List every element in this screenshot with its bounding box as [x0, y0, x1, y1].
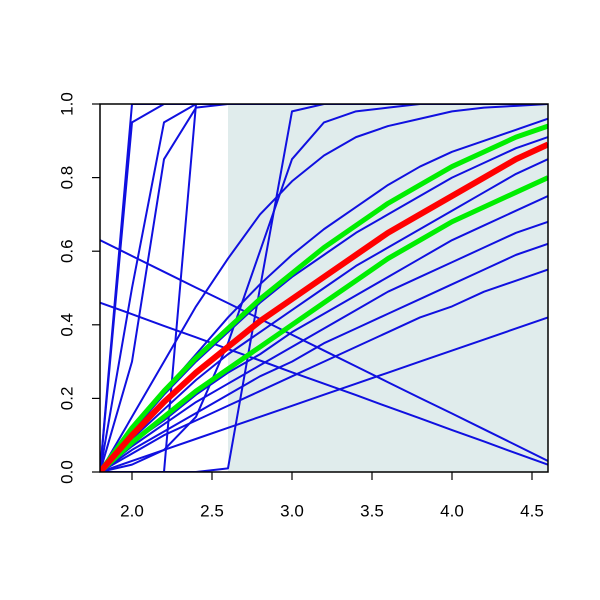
series-line — [100, 268, 548, 472]
series-line — [100, 301, 548, 466]
x-tick-label: 2.5 — [200, 501, 224, 520]
series-line — [100, 136, 548, 472]
plot-area — [100, 104, 548, 472]
series-line — [100, 104, 548, 472]
series-line — [100, 195, 548, 472]
series-line — [100, 316, 548, 472]
series-line — [100, 104, 548, 472]
plot-box — [99, 103, 549, 473]
y-tick-label: 0.8 — [57, 166, 76, 190]
y-tick-label: 0.6 — [57, 239, 76, 263]
x-tick-label: 4.5 — [520, 501, 544, 520]
x-tick-label: 2.0 — [120, 501, 144, 520]
y-tick-label: 0.4 — [57, 313, 76, 337]
y-tick-label: 0.0 — [57, 460, 76, 484]
series-line — [100, 123, 548, 472]
series-line — [100, 239, 548, 462]
series-line — [100, 104, 548, 472]
x-tick-label: 3.0 — [280, 501, 304, 520]
series-line — [100, 141, 548, 472]
x-tick-label: 4.0 — [440, 501, 464, 520]
y-tick-label: 1.0 — [57, 92, 76, 116]
series-line — [100, 220, 548, 472]
x-tick-label: 3.5 — [360, 501, 384, 520]
series-line — [100, 104, 548, 472]
y-tick-label: 0.2 — [57, 387, 76, 411]
series-line — [100, 242, 548, 472]
series-line — [100, 158, 548, 472]
series-line — [100, 104, 548, 472]
series-line — [100, 175, 548, 472]
